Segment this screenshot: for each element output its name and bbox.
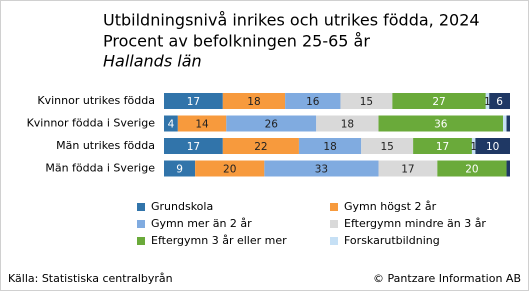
bar-segment bbox=[164, 93, 223, 109]
chart-region: Hallands län bbox=[103, 52, 202, 71]
legend-label: Gymn högst 2 år bbox=[344, 200, 437, 213]
bar-segment bbox=[471, 138, 476, 154]
value-label: 6 bbox=[496, 96, 503, 108]
legend-swatch bbox=[330, 203, 338, 211]
bar-segment bbox=[378, 160, 438, 177]
legend-label: Gymn mer än 2 år bbox=[151, 217, 252, 230]
bar-segment bbox=[195, 160, 265, 177]
value-label: 10 bbox=[486, 141, 499, 153]
bar-segment bbox=[222, 138, 299, 154]
value-label: 15 bbox=[380, 141, 393, 153]
value-label: 18 bbox=[247, 96, 260, 108]
value-label: 36 bbox=[434, 119, 448, 131]
value-label: 18 bbox=[341, 119, 354, 131]
category-label: Kvinnor utrikes födda bbox=[37, 94, 155, 107]
value-label: 17 bbox=[187, 141, 200, 153]
category-label: Män födda i Sverige bbox=[45, 162, 155, 175]
value-label: 18 bbox=[323, 141, 336, 153]
bar-segment bbox=[361, 138, 414, 154]
value-label: 15 bbox=[360, 96, 373, 108]
legend-label: Eftergymn 3 år eller mer bbox=[151, 234, 287, 247]
value-label: 27 bbox=[432, 96, 445, 108]
legend-swatch bbox=[330, 237, 338, 245]
value-label: 17 bbox=[187, 96, 200, 108]
value-label: 4 bbox=[168, 119, 175, 131]
bar-segment bbox=[475, 138, 510, 154]
value-label: 1 bbox=[484, 96, 491, 108]
bar-segment bbox=[285, 93, 341, 109]
bar-segment bbox=[177, 115, 227, 132]
bar-segment bbox=[164, 160, 196, 177]
bar-segment bbox=[392, 93, 486, 109]
bar-segment bbox=[264, 160, 379, 177]
value-label: 33 bbox=[315, 164, 328, 176]
chart-subtitle: Procent av befolkningen 25-65 år bbox=[103, 32, 370, 51]
value-label: 20 bbox=[223, 164, 236, 176]
value-label: 14 bbox=[195, 119, 209, 131]
category-label: Kvinnor födda i Sverige bbox=[27, 117, 156, 130]
bar-segment bbox=[485, 93, 490, 109]
value-label: 17 bbox=[436, 141, 449, 153]
bar-segment bbox=[164, 115, 178, 132]
bar-segment bbox=[506, 115, 510, 132]
bar-segment bbox=[503, 115, 507, 132]
legend-label: Grundskola bbox=[151, 200, 213, 213]
legend-swatch bbox=[330, 220, 338, 228]
bar-segment bbox=[164, 138, 223, 154]
legend-swatch bbox=[137, 237, 145, 245]
chart-title: Utbildningsnivå inrikes och utrikes född… bbox=[103, 11, 480, 30]
value-label: 22 bbox=[254, 141, 267, 153]
bar-segment bbox=[413, 138, 472, 154]
category-label: Män utrikes födda bbox=[56, 139, 155, 152]
value-label: 26 bbox=[265, 119, 279, 131]
bar-segment bbox=[316, 115, 379, 132]
value-label: 17 bbox=[401, 164, 414, 176]
legend-label: Forskarutbildning bbox=[344, 234, 440, 247]
source: Källa: Statistiska centralbyrån bbox=[8, 272, 173, 285]
bar-segment bbox=[378, 115, 504, 132]
legend-swatch bbox=[137, 220, 145, 228]
value-label: 9 bbox=[176, 164, 183, 176]
bar-segment bbox=[298, 138, 362, 154]
bar-segment bbox=[340, 93, 393, 109]
value-label: 20 bbox=[465, 164, 478, 176]
value-label: 1 bbox=[470, 141, 477, 153]
bar-segment bbox=[226, 115, 317, 132]
bar-segment bbox=[222, 93, 286, 109]
bar-segment bbox=[489, 93, 510, 109]
value-label: 16 bbox=[306, 96, 320, 108]
credit: © Pantzare Information AB bbox=[373, 272, 521, 285]
legend-swatch bbox=[137, 203, 145, 211]
bar-segment bbox=[437, 160, 507, 177]
legend-label: Eftergymn mindre än 3 år bbox=[344, 217, 486, 230]
bar-segment bbox=[506, 160, 510, 177]
